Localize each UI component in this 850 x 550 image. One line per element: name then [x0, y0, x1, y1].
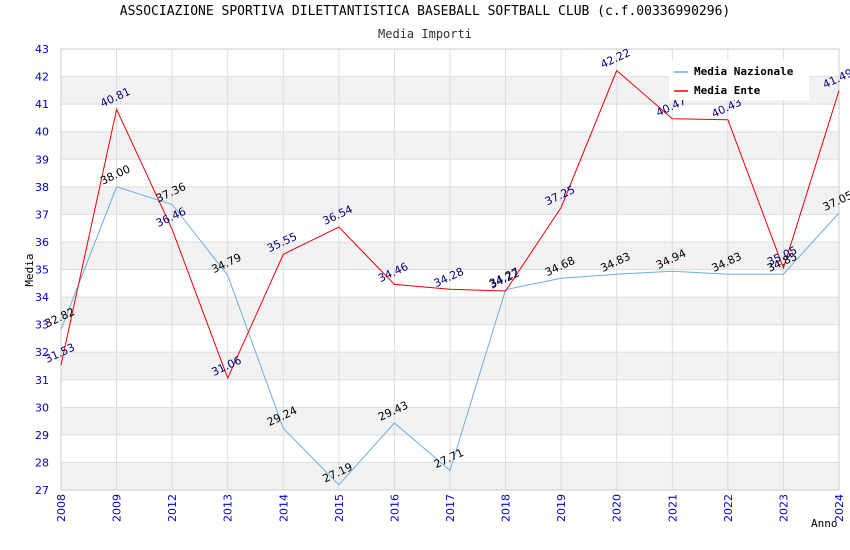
x-tick-label: 2022 [722, 494, 735, 522]
x-tick-label: 2019 [555, 494, 568, 522]
y-tick-label: 31 [35, 374, 49, 387]
y-tick-label: 33 [35, 319, 49, 332]
y-tick-label: 42 [35, 71, 49, 84]
y-tick-label: 41 [35, 98, 49, 111]
y-tick-label: 35 [35, 264, 49, 277]
series-line-media-nazionale [60, 186, 840, 486]
x-tick-label: 2009 [111, 494, 124, 522]
y-tick-label: 32 [35, 346, 49, 359]
y-axis-label: Media [23, 253, 36, 286]
x-axis-label: Anno [811, 517, 838, 530]
y-tick-label: 28 [35, 456, 49, 469]
y-tick-label: 38 [35, 181, 49, 194]
plot-frame [60, 48, 840, 491]
y-tick-label: 27 [35, 484, 49, 497]
y-tick-label: 39 [35, 153, 49, 166]
gridlines [60, 48, 840, 491]
x-tick-label: 2018 [500, 494, 513, 522]
y-tick-label: 43 [35, 43, 49, 56]
x-axis-ticks: 2008 2009 2012 2013 2014 2015 2016 2017 2018 2019… [55, 494, 846, 522]
x-tick-label: 2024 [833, 494, 846, 522]
x-tick-label: 2012 [166, 494, 179, 522]
x-tick-label: 2016 [388, 494, 401, 522]
y-tick-label: 30 [35, 401, 49, 414]
legend-label-media-ente: Media Ente [694, 84, 761, 97]
x-tick-label: 2008 [55, 494, 68, 522]
series-lines [60, 69, 840, 486]
x-tick-label: 2017 [444, 494, 457, 522]
legend-label-media-nazionale: Media Nazionale [694, 65, 794, 78]
legend-box [669, 60, 809, 100]
x-tick-label: 2021 [666, 494, 679, 522]
y-axis-ticks: 27 28 29 30 31 32 33 34 35 36 37 38 39 40 41 42 43 [35, 43, 49, 497]
y-tick-label: 37 [35, 208, 49, 221]
y-tick-label: 40 [35, 126, 49, 139]
x-tick-label: 2015 [333, 494, 346, 522]
chart-title: ASSOCIAZIONE SPORTIVA DILETTANTISTICA BA… [119, 4, 731, 19]
x-tick-label: 2014 [277, 494, 290, 522]
x-tick-label: 2013 [222, 494, 235, 522]
x-tick-label: 2020 [611, 494, 624, 522]
chart-subtitle: Media Importi [378, 27, 472, 41]
legend: Media Nazionale Media Ente [669, 60, 809, 100]
series-line-media-ente [60, 69, 840, 380]
y-tick-label: 34 [35, 291, 49, 304]
y-tick-label: 29 [35, 429, 49, 442]
y-tick-label: 36 [35, 236, 49, 249]
x-tick-label: 2023 [777, 494, 790, 522]
